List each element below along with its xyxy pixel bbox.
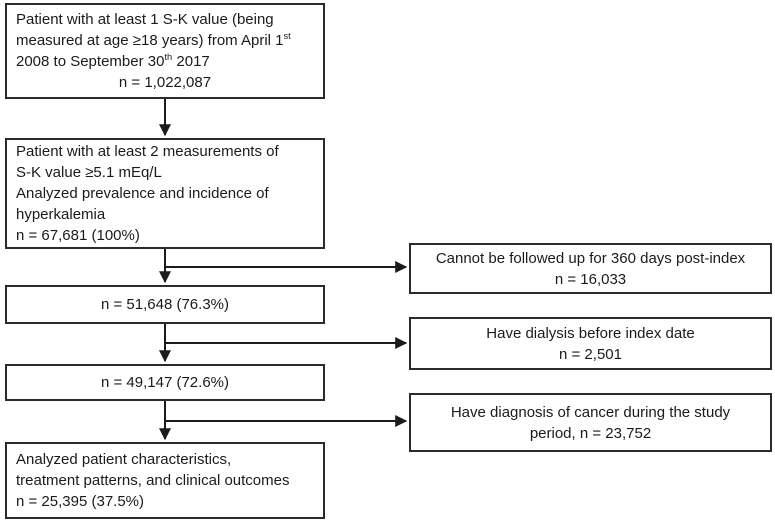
exclusion-dialysis-line1: Have dialysis before index date: [486, 324, 695, 342]
eligibility-n-value: n = 1,022,087: [118, 74, 212, 91]
superscript-st: st: [283, 31, 291, 41]
box-dialysis-free-cohort: n = 49,147 (72.6%): [5, 364, 325, 401]
exclusion-dialysis-n-value: n = 2,501: [559, 345, 622, 363]
box-eligibility: Patient with at least 1 S-K value (being…: [5, 3, 325, 99]
exclusion-cancer-line1: Have diagnosis of cancer during the stud…: [450, 403, 731, 421]
box-final-cohort: Analyzed patient characteristics, treatm…: [5, 442, 325, 519]
cohort-line: hyperkalemia: [16, 206, 106, 223]
superscript-th: th: [164, 52, 173, 62]
cohort-line: Analyzed prevalence and incidence of: [16, 185, 269, 202]
exclusion-cancer-n-value: period, n = 23,752: [529, 424, 652, 442]
cohort-n-value: n = 67,681 (100%): [16, 227, 140, 244]
final-line: Analyzed patient characteristics,: [16, 451, 232, 468]
box-exclusion-cancer: Have diagnosis of cancer during the stud…: [409, 393, 772, 452]
exclusion-followup-line1: Cannot be followed up for 360 days post-…: [435, 249, 746, 267]
eligibility-line3: 2008 to September 30th 2017: [16, 52, 210, 70]
dialysisfree-n-value: n = 49,147 (72.6%): [100, 374, 229, 391]
cohort-line: Patient with at least 2 measurements of: [16, 143, 279, 160]
box-followup-cohort: n = 51,648 (76.3%): [5, 285, 325, 324]
final-n-value: n = 25,395 (37.5%): [16, 493, 145, 510]
box-hyperkalemia-cohort: Patient with at least 2 measurements of …: [5, 138, 325, 249]
box-exclusion-dialysis: Have dialysis before index date n = 2,50…: [409, 317, 772, 370]
cohort-line: S-K value ≥5.1 mEq/L: [16, 164, 162, 181]
eligibility-line1: Patient with at least 1 S-K value (being: [16, 11, 274, 28]
eligibility-line2: measured at age ≥18 years) from April 1s…: [16, 31, 291, 49]
final-line: treatment patterns, and clinical outcome…: [16, 472, 290, 489]
box-exclusion-followup: Cannot be followed up for 360 days post-…: [409, 243, 772, 294]
followup-n-value: n = 51,648 (76.3%): [100, 296, 229, 313]
exclusion-followup-n-value: n = 16,033: [554, 270, 627, 288]
